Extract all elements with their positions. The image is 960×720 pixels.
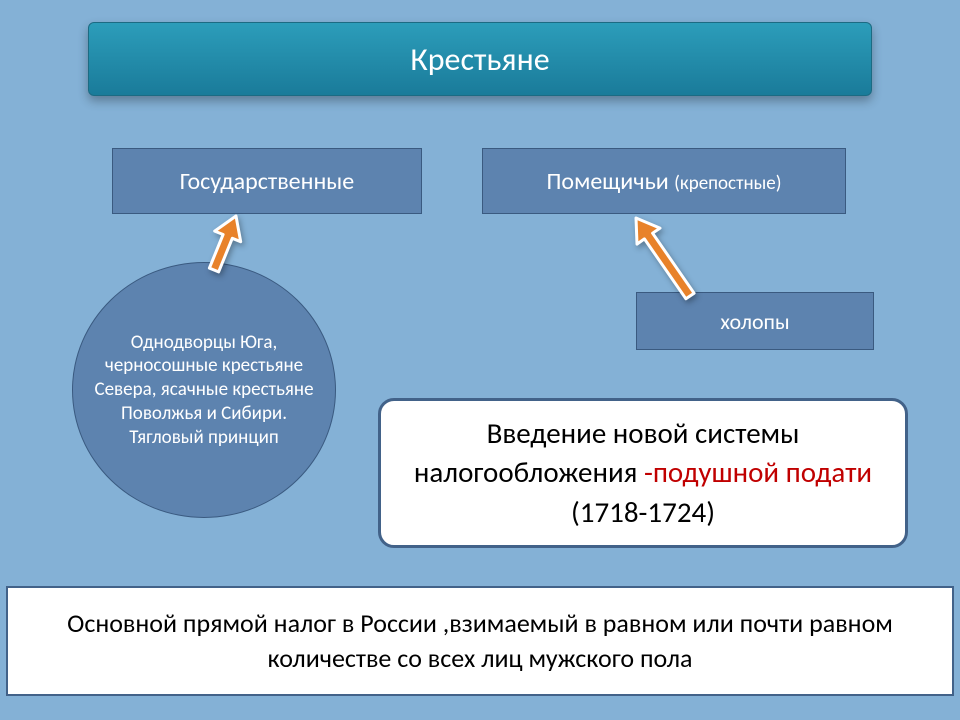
arrow-state-to-detail: [184, 186, 266, 300]
arrow-serfs-to-landlord: [606, 188, 720, 326]
box-state-peasants: Государственные: [112, 148, 422, 214]
slide-canvas: Крестьяне Государственные Помещичьи (кре…: [0, 0, 960, 720]
footer-text: Основной прямой налог в России ,взимаемы…: [38, 606, 922, 676]
box-serfs-label: холопы: [720, 308, 789, 335]
slide-title-text: Крестьяне: [410, 40, 549, 79]
slide-title: Крестьяне: [88, 22, 872, 96]
footer-definition: Основной прямой налог в России ,взимаемы…: [6, 586, 954, 696]
ellipse-state-detail: Однодворцы Юга, черносошные крестьяне Се…: [72, 262, 336, 518]
ellipse-state-text: Однодворцы Юга, черносошные крестьяне Се…: [93, 331, 315, 450]
box-tax-system: Введение новой системы налогообложения -…: [378, 398, 908, 548]
box-tax-text: Введение новой системы налогообложения -…: [399, 414, 887, 531]
